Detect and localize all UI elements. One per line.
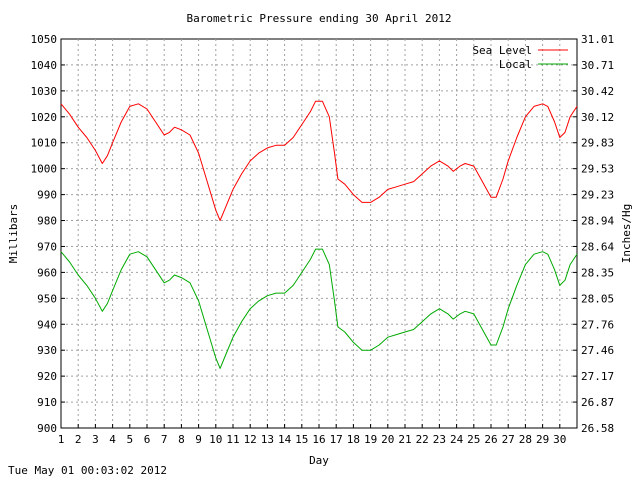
y-tick-label: 1040 [31, 59, 58, 72]
x-tick-label: 7 [161, 433, 168, 446]
x-tick-label: 5 [126, 433, 133, 446]
y-tick-label: 970 [37, 240, 57, 253]
x-tick-label: 20 [381, 433, 394, 446]
y2-tick-label: 27.17 [581, 370, 614, 383]
x-tick-label: 10 [209, 433, 222, 446]
x-tick-label: 15 [295, 433, 308, 446]
y2-tick-label: 26.87 [581, 396, 614, 409]
x-tick-label: 22 [416, 433, 429, 446]
x-tick-label: 27 [502, 433, 515, 446]
y-tick-label: 1050 [31, 33, 58, 46]
series-line-local [60, 248, 578, 369]
legend-label: Local [499, 58, 532, 71]
y-tick-label: 940 [37, 318, 57, 331]
y2-tick-label: 31.01 [581, 33, 614, 46]
y2-tick-label: 30.12 [581, 111, 614, 124]
x-tick-label: 1 [58, 433, 65, 446]
y2-tick-label: 29.83 [581, 137, 614, 150]
x-tick-label: 17 [330, 433, 343, 446]
y-tick-label: 960 [37, 266, 57, 279]
y-tick-label: 990 [37, 189, 57, 202]
x-axis-ticks: 1 2 3 4 5 6 7 8 9 10 11 12 13 14 15 16 17 18 19 20 21 22 23 24 2… [58, 424, 566, 446]
x-tick-label: 16 [312, 433, 325, 446]
x-tick-label: 6 [144, 433, 151, 446]
x-tick-label: 4 [109, 433, 116, 446]
grid [61, 39, 577, 428]
y-tick-label: 920 [37, 370, 57, 383]
x-tick-label: 3 [92, 433, 99, 446]
x-tick-label: 28 [519, 433, 532, 446]
series-layer [60, 100, 578, 369]
chart-title: Barometric Pressure ending 30 April 2012 [187, 12, 452, 25]
y2-tick-label: 27.46 [581, 344, 614, 357]
x-axis-label: Day [309, 454, 329, 467]
y2-tick-label: 29.23 [581, 189, 614, 202]
y-tick-label: 1030 [31, 85, 58, 98]
series-line-sea-level [60, 100, 578, 221]
timestamp-footer: Tue May 01 00:03:02 2012 [8, 464, 167, 477]
x-tick-label: 25 [467, 433, 480, 446]
x-tick-label: 2 [75, 433, 82, 446]
x-tick-label: 13 [261, 433, 274, 446]
x-tick-label: 23 [433, 433, 446, 446]
y-tick-label: 950 [37, 292, 57, 305]
y2-tick-label: 28.05 [581, 292, 614, 305]
x-tick-label: 18 [347, 433, 360, 446]
legend-label: Sea Level [472, 44, 532, 57]
x-tick-label: 14 [278, 433, 292, 446]
y-tick-label: 980 [37, 215, 57, 228]
x-tick-label: 11 [226, 433, 239, 446]
y2-tick-label: 28.64 [581, 240, 614, 253]
y2-tick-label: 29.53 [581, 163, 614, 176]
x-tick-label: 21 [398, 433, 411, 446]
x-tick-label: 9 [195, 433, 202, 446]
y-axis-label: Millibars [7, 204, 20, 264]
y2-tick-label: 30.71 [581, 59, 614, 72]
x-tick-label: 30 [553, 433, 566, 446]
y-tick-label: 910 [37, 396, 57, 409]
y2-tick-label: 28.94 [581, 215, 614, 228]
y-axis-ticks: 900 910 920 930 940 950 960 970 980 990 1000 1010 10… [31, 33, 65, 435]
x-tick-label: 19 [364, 433, 377, 446]
y-tick-label: 1000 [31, 163, 58, 176]
y2-tick-label: 30.42 [581, 85, 614, 98]
y2-tick-label: 28.35 [581, 266, 614, 279]
y-tick-label: 1020 [31, 111, 58, 124]
x-tick-label: 24 [450, 433, 464, 446]
y2-axis-ticks: 26.58 26.87 27.17 27.46 27.76 28.05 28.35 28.64… [573, 33, 614, 435]
y2-tick-label: 26.58 [581, 422, 614, 435]
y2-tick-label: 27.76 [581, 318, 614, 331]
x-tick-label: 26 [484, 433, 497, 446]
x-tick-label: 8 [178, 433, 185, 446]
y2-axis-label: Inches/Hg [620, 204, 633, 264]
y-tick-label: 930 [37, 344, 57, 357]
x-tick-label: 29 [536, 433, 549, 446]
y-tick-label: 1010 [31, 137, 58, 150]
x-tick-label: 12 [244, 433, 257, 446]
y-tick-label: 900 [37, 422, 57, 435]
